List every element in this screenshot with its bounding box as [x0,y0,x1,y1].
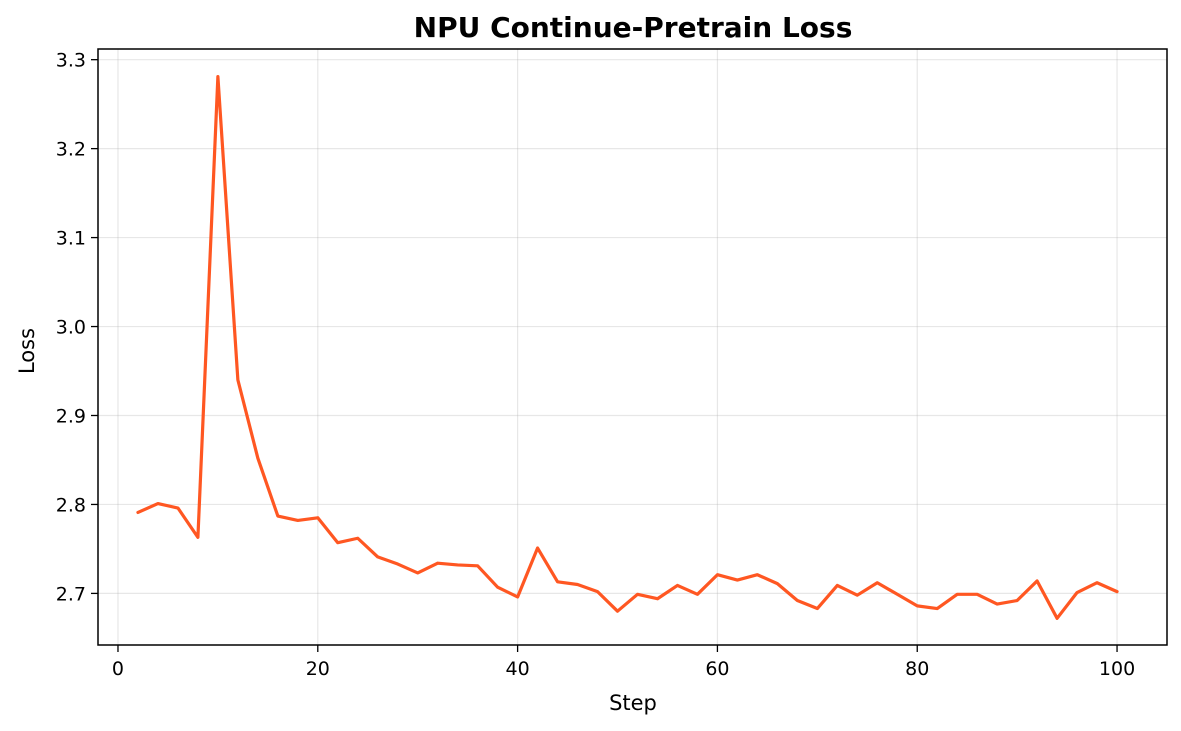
y-tick-label: 3.3 [56,50,86,72]
x-tick-label: 100 [1099,658,1135,680]
x-tick-label: 40 [506,658,530,680]
x-tick-label: 60 [705,658,729,680]
y-tick-label: 3.2 [56,139,86,161]
plot-frame [97,48,1168,646]
tick-layer: 0 20 40 60 80 100 2.7 2.8 2.9 3.0 3.1 3.2 3.3 [56,50,1135,680]
loss-series-line [136,74,1119,620]
series-layer [136,74,1119,620]
y-tick-label: 3.0 [56,317,86,339]
x-tick-label: 20 [306,658,330,680]
y-axis-label: Loss [15,328,39,374]
y-tick-label: 2.7 [56,583,86,605]
chart-title: NPU Continue-Pretrain Loss [414,11,853,44]
y-tick-label: 2.8 [56,494,86,516]
grid-layer [98,49,1167,645]
x-axis-label: Step [609,691,657,715]
y-tick-label: 2.9 [56,405,86,427]
x-tick-label: 0 [112,658,124,680]
y-tick-label: 3.1 [56,228,86,250]
x-tick-label: 80 [905,658,929,680]
